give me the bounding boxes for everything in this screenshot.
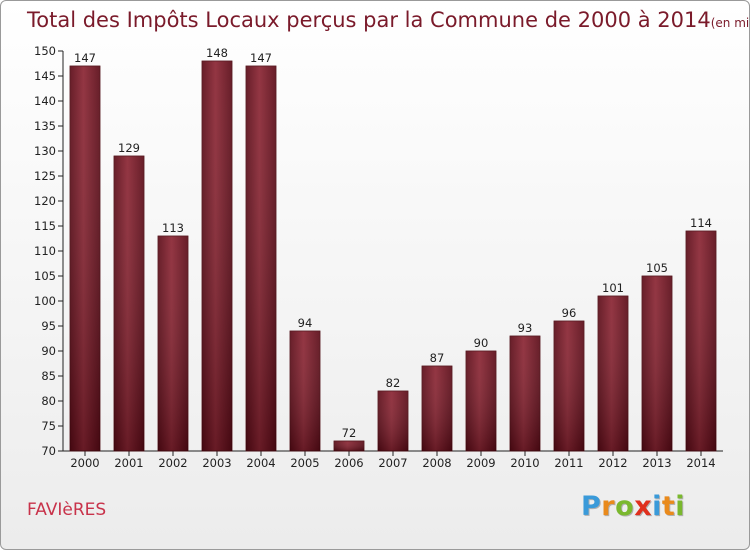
x-tick-label: 2007: [378, 456, 407, 470]
bar-value-label: 94: [298, 316, 313, 330]
x-tick-label: 2002: [158, 456, 187, 470]
x-tick-label: 2000: [70, 456, 99, 470]
y-axis: 70 75 80 85 90 95 100 105 110 115 120 125 130 135 140 1…: [34, 44, 64, 458]
bar-shade: [378, 391, 408, 451]
x-tick-label: 2013: [642, 456, 671, 470]
logo-letter: o: [615, 491, 635, 522]
bar-value-label: 101: [602, 281, 624, 295]
commune-name: FAVIèRES: [27, 500, 106, 520]
value-labels: 147 129 113 148 147 94 72 82 87 90 93 96 101 105 114: [74, 46, 712, 440]
bar-shade: [334, 441, 364, 451]
chart-unit-note: (en milliers d'€): [711, 16, 749, 30]
logo-letter: r: [601, 491, 616, 522]
y-tick-label: 135: [34, 119, 56, 133]
y-tick-label: 125: [34, 169, 56, 183]
bar-shade: [246, 66, 276, 451]
bar-shade: [510, 336, 540, 451]
bar-value-label: 90: [474, 336, 489, 350]
y-tick-label: 75: [41, 419, 56, 433]
bar-value-label: 129: [118, 141, 140, 155]
logo-letter: t: [661, 491, 676, 522]
bar-shade: [70, 66, 100, 451]
x-tick-label: 2006: [334, 456, 363, 470]
bar-shade: [686, 231, 716, 451]
chart-title-text: Total des Impôts Locaux perçus par la Co…: [26, 8, 711, 32]
y-tick-label: 150: [34, 44, 56, 58]
bar-value-label: 113: [162, 221, 184, 235]
bar-value-label: 93: [518, 321, 533, 335]
y-tick-label: 80: [41, 394, 56, 408]
x-tick-label: 2003: [202, 456, 231, 470]
x-tick-label: 2014: [686, 456, 715, 470]
y-tick-label: 110: [34, 244, 56, 258]
bar-value-label: 105: [646, 261, 668, 275]
chart-title: Total des Impôts Locaux perçus par la Co…: [26, 8, 749, 32]
bar-value-label: 96: [562, 306, 577, 320]
y-tick-label: 100: [34, 294, 56, 308]
bar-value-label: 148: [206, 46, 228, 60]
bar-shade: [158, 236, 188, 451]
y-tick-label: 70: [41, 444, 56, 458]
proxiti-logo: Proxiti: [581, 491, 685, 522]
bar-value-label: 114: [690, 216, 712, 230]
x-tick-label: 2011: [554, 456, 583, 470]
bar-shade: [642, 276, 672, 451]
bar-shade: [554, 321, 584, 451]
bar-shade: [114, 156, 144, 451]
bar-value-label: 87: [430, 351, 445, 365]
y-tick-label: 85: [41, 369, 56, 383]
bar-value-label: 147: [250, 51, 272, 65]
bars: [69, 60, 717, 452]
bar-value-label: 72: [342, 426, 357, 440]
x-axis: 2000 2001 2002 2003 2004 2005 2006 2007 2008 2009…: [63, 450, 723, 470]
y-tick-label: 120: [34, 194, 56, 208]
y-tick-label: 115: [34, 219, 56, 233]
x-tick-label: 2010: [510, 456, 539, 470]
y-tick-label: 90: [41, 344, 56, 358]
x-tick-label: 2005: [290, 456, 319, 470]
x-tick-label: 2008: [422, 456, 451, 470]
bar-shade: [290, 331, 320, 451]
y-tick-label: 145: [34, 69, 56, 83]
logo-letter: i: [675, 491, 686, 522]
logo-letter: i: [652, 491, 662, 522]
logo-letter: P: [581, 491, 602, 522]
bar-shade: [202, 61, 232, 451]
y-tick-label: 95: [41, 319, 56, 333]
y-tick-label: 140: [34, 94, 56, 108]
bar-shade: [598, 296, 628, 451]
logo-letter: x: [634, 491, 653, 522]
x-tick-label: 2001: [114, 456, 143, 470]
bar-value-label: 147: [74, 51, 96, 65]
x-tick-label: 2012: [598, 456, 627, 470]
bar-shade: [422, 366, 452, 451]
x-tick-label: 2009: [466, 456, 495, 470]
y-tick-label: 130: [34, 144, 56, 158]
y-tick-label: 105: [34, 269, 56, 283]
x-tick-label: 2004: [246, 456, 275, 470]
bar-shade: [466, 351, 496, 451]
bar-value-label: 82: [386, 376, 401, 390]
